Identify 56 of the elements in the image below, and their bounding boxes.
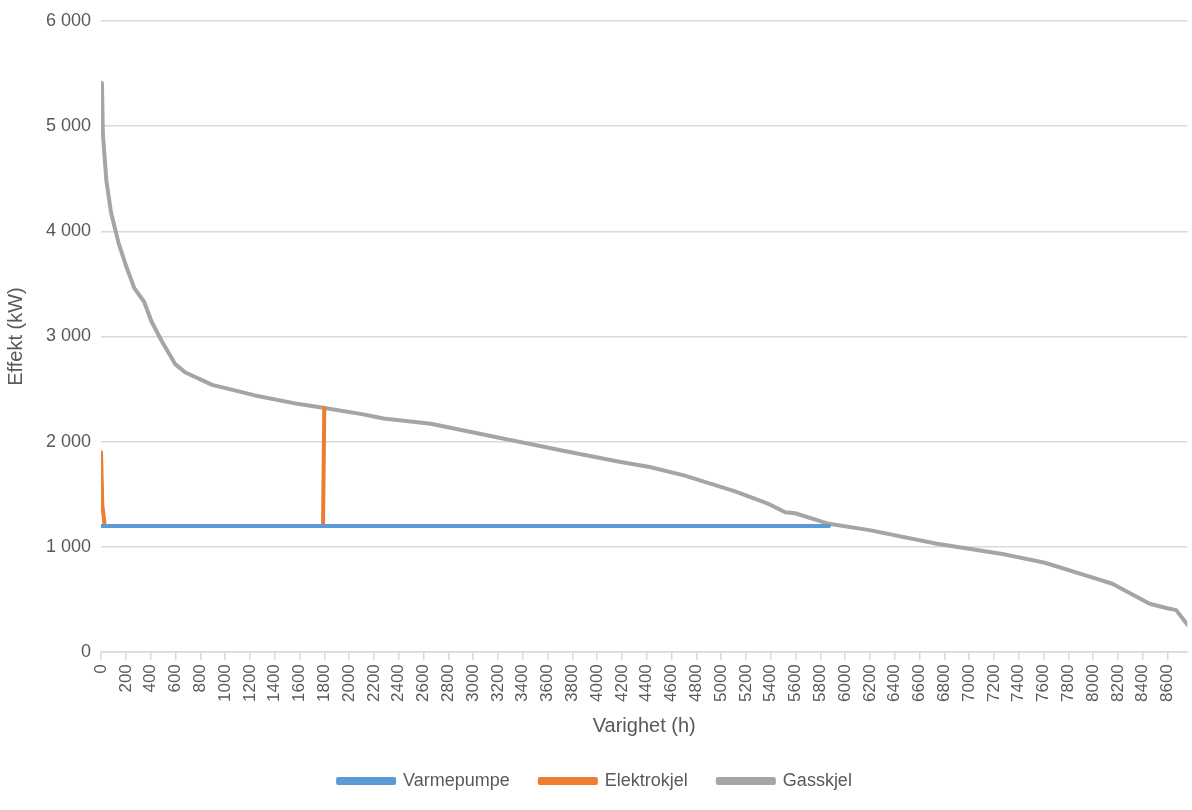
x-tick-label: 1200 [239,664,259,703]
x-tick-label: 6400 [884,664,904,703]
x-tick-label: 3400 [512,664,532,703]
x-tick-label: 1800 [313,664,333,703]
x-tick-label: 4200 [611,664,631,703]
y-tick-label: 5 000 [46,115,92,135]
x-tick-label: 2200 [363,664,383,703]
y-tick-label: 4 000 [46,220,92,241]
legend-label: Gasskjel [782,769,852,790]
x-tick-label: 4000 [586,664,606,703]
x-tick-label: 6800 [934,664,954,703]
x-tick-label: 5000 [710,664,730,703]
x-tick-label: 600 [165,664,185,693]
y-tick-label: 0 [81,641,92,662]
x-tick-label: 3200 [487,664,507,703]
x-tick-label: 4800 [686,664,705,703]
y-tick-label: 2 000 [46,430,92,451]
x-tick-label: 5600 [785,664,805,703]
x-tick-label: 3800 [561,664,581,703]
x-tick-label: 7200 [983,664,1003,703]
y-tick-label: 3 000 [46,325,92,346]
x-tick-label: 0 [90,664,110,674]
legend-label: Varmepumpe [403,769,510,790]
x-tick-label: 1000 [214,664,234,703]
x-tick-label: 3600 [537,664,557,703]
x-tick-label: 4600 [661,664,681,703]
x-tick-label: 6200 [859,664,879,703]
x-tick-label: 400 [140,664,160,693]
x-tick-label: 8400 [1132,664,1152,703]
legend-label: Elektrokjel [604,769,688,790]
x-tick-label: 8200 [1107,664,1127,703]
y-tick-label: 6 000 [46,9,92,30]
x-tick-label: 5400 [760,664,780,703]
x-tick-label: 7600 [1033,664,1053,703]
x-tick-label: 1400 [264,664,284,703]
x-tick-label: 2400 [388,664,408,703]
x-tick-label: 8600 [1157,664,1177,703]
x-tick-label: 5200 [735,664,755,703]
x-tick-label: 200 [115,664,135,693]
y-tick-label: 1 000 [46,535,92,556]
x-tick-label: 7000 [958,664,978,703]
x-tick-label: 8000 [1082,664,1102,703]
x-tick-label: 800 [189,664,209,693]
x-tick-label: 7800 [1058,664,1078,703]
x-tick-label: 2000 [338,664,358,703]
x-tick-label: 6600 [909,664,929,703]
x-axis-title: Varighet (h) [592,713,696,736]
x-tick-label: 5800 [810,664,830,703]
x-tick-label: 2600 [413,664,433,703]
x-tick-label: 4400 [636,664,656,703]
x-tick-label: 7400 [1008,664,1028,703]
x-tick-label: 6000 [834,664,854,703]
x-tick-label: 3000 [462,664,482,703]
y-axis-title: Effekt (kW) [3,287,26,386]
x-tick-label: 2800 [437,664,457,703]
x-tick-label: 1600 [289,664,309,703]
